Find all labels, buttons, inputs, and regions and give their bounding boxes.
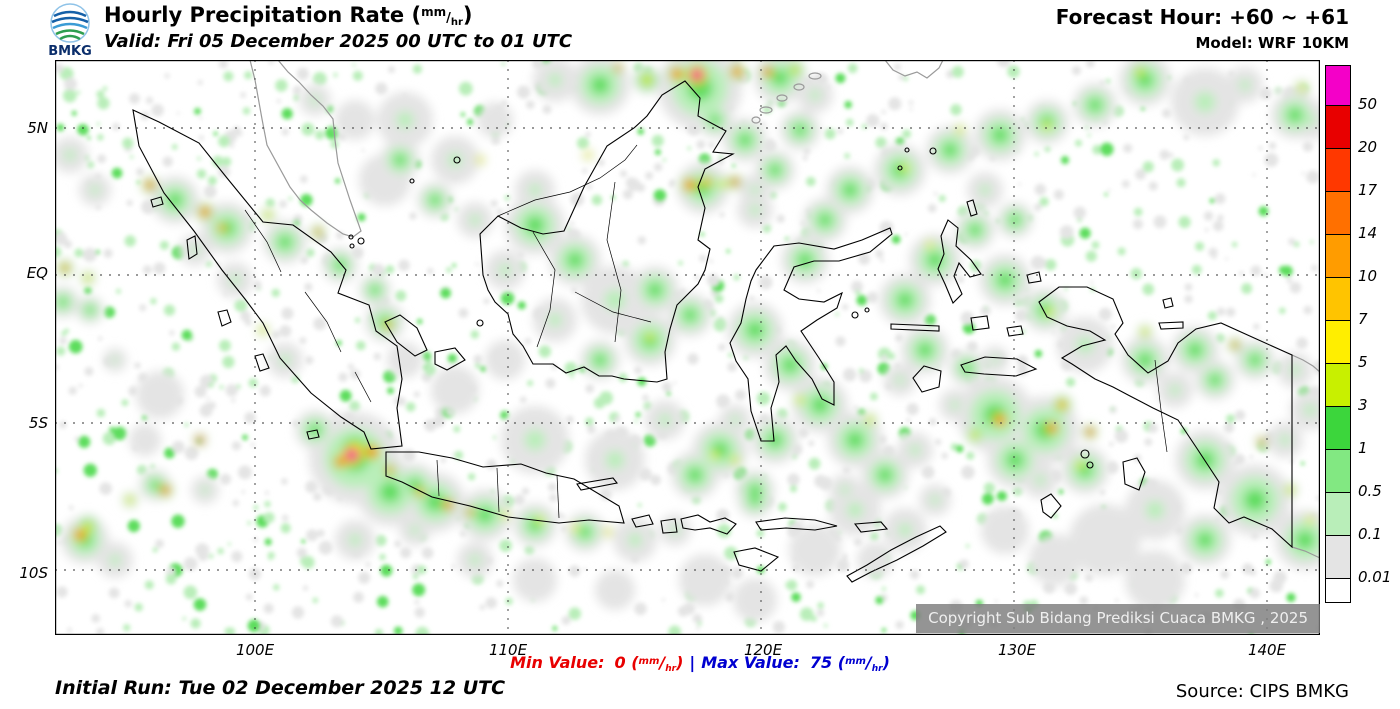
legend-cell xyxy=(1326,364,1350,407)
legend-cell xyxy=(1326,493,1350,536)
legend-cell xyxy=(1326,536,1350,579)
aru-coast xyxy=(1122,457,1146,491)
lon-label-100e: 100E xyxy=(235,641,275,659)
legend-value: 0.5 xyxy=(1358,482,1382,500)
legend-cell xyxy=(1326,407,1350,450)
java-coast xyxy=(385,451,625,524)
lon-label-120e: 120E xyxy=(743,641,783,659)
sumbawa-coast xyxy=(680,514,737,535)
enggano-coast xyxy=(306,429,320,440)
nias-coast xyxy=(186,235,198,260)
logo-wave-icon xyxy=(53,10,87,18)
logo-wave-icon xyxy=(51,16,89,24)
png-south-coast xyxy=(1291,546,1320,559)
misool-coast xyxy=(1006,325,1024,337)
madura-coast xyxy=(576,477,618,491)
title-unit: (mm/hr) xyxy=(411,3,473,28)
legend-cell xyxy=(1326,579,1350,602)
legend-value: 10 xyxy=(1358,267,1378,285)
precipitation-map xyxy=(55,60,1320,635)
png-north-coast xyxy=(1291,354,1320,373)
source-label: Source: CIPS BMKG xyxy=(1175,681,1349,702)
logo-text: BMKG xyxy=(48,44,92,59)
lon-label-130e: 130E xyxy=(997,641,1037,659)
yapen-coast xyxy=(1158,321,1184,330)
legend-cell xyxy=(1326,278,1350,321)
sumba-coast xyxy=(733,547,780,572)
title-text: Hourly Precipitation Rate xyxy=(104,3,405,27)
malay-peninsula-coast xyxy=(249,60,362,238)
tanimbar-coast xyxy=(1040,493,1062,519)
legend-cell xyxy=(1326,106,1350,149)
flores-coast xyxy=(755,517,838,531)
papua-coast xyxy=(1038,286,1293,549)
lat-label-5n: 5N xyxy=(27,119,48,137)
lat-label-10s: 10S xyxy=(19,564,48,582)
biak-coast xyxy=(1162,297,1174,309)
legend-value: 3 xyxy=(1358,396,1368,414)
indonesia-coastlines xyxy=(132,80,1293,583)
buru-coast xyxy=(912,365,942,393)
logo-wave-icon xyxy=(55,29,85,36)
precipitation-layer xyxy=(55,60,1320,635)
initial-run-label: Initial Run: Tue 02 December 2025 12 UTC xyxy=(55,677,506,699)
foreign-coastlines xyxy=(249,60,1320,559)
legend-value: 1 xyxy=(1358,439,1368,457)
page-title: Hourly Precipitation Rate (mm/hr) xyxy=(104,3,473,28)
legend-colorbar xyxy=(1325,65,1351,603)
belitung-coast xyxy=(434,347,466,371)
legend-cell xyxy=(1326,192,1350,235)
pagai-coast xyxy=(254,353,270,372)
logo-wave-icon xyxy=(59,34,81,41)
morotai-coast xyxy=(966,199,978,217)
seram-coast xyxy=(960,356,1038,377)
legend-value: 20 xyxy=(1358,138,1378,156)
mindanao-coast xyxy=(884,60,944,79)
admin-boundaries xyxy=(244,144,1168,519)
halmahera-coast xyxy=(937,219,982,304)
minmax-line: Min Value: 0 (mm/hr) | Max Value: 75 (mm/hr) xyxy=(0,653,1400,674)
legend-cell xyxy=(1326,450,1350,493)
forecast-hour-label: Forecast Hour: +60 ~ +61 xyxy=(1055,5,1349,29)
legend-value: 5 xyxy=(1358,353,1368,371)
legend-value: 17 xyxy=(1358,181,1378,199)
obi-coast xyxy=(970,315,990,331)
sula-coast xyxy=(890,323,940,332)
lombok-coast xyxy=(660,518,678,534)
timor-coast xyxy=(846,525,947,583)
borneo-coast xyxy=(479,80,735,383)
map-frame xyxy=(55,60,1320,635)
min-value-label: Min Value: 0 (mm/hr) xyxy=(510,653,684,674)
sulawesi-coast xyxy=(729,227,893,442)
valid-time-label: Valid: Fri 05 December 2025 00 UTC to 01… xyxy=(104,31,573,52)
legend-value: 14 xyxy=(1358,224,1378,242)
minmax-separator: | xyxy=(689,653,696,672)
logo-wave-icon xyxy=(52,22,88,30)
lon-label-110e: 110E xyxy=(488,641,528,659)
copyright-watermark: Copyright Sub Bidang Prediksi Cuaca BMKG… xyxy=(916,604,1320,633)
legend-cell xyxy=(1326,66,1350,106)
lat-label-5s: 5S xyxy=(28,414,48,432)
simeulue-coast xyxy=(150,196,164,208)
legend-value: 7 xyxy=(1358,310,1368,328)
sumatra-coast xyxy=(132,109,403,450)
bangka-coast xyxy=(384,314,428,357)
siberut-coast xyxy=(217,309,232,327)
legend-cell xyxy=(1326,235,1350,278)
waigeo-coast xyxy=(1026,271,1042,284)
bmkg-logo: BMKG xyxy=(48,3,92,59)
bali-coast xyxy=(631,514,654,528)
legend-cell xyxy=(1326,321,1350,364)
legend-value: 0.01 xyxy=(1358,568,1392,586)
wetar-coast xyxy=(853,521,889,533)
model-label: Model: WRF 10KM xyxy=(1195,34,1350,52)
legend-cell xyxy=(1326,149,1350,192)
legend-value: 50 xyxy=(1358,95,1378,113)
lat-label-eq: EQ xyxy=(26,264,48,282)
graticule xyxy=(55,60,1320,635)
lon-label-140e: 140E xyxy=(1247,641,1287,659)
max-value-label: Max Value: 75 (mm/hr) xyxy=(701,653,890,674)
legend-value: 0.1 xyxy=(1358,525,1382,543)
